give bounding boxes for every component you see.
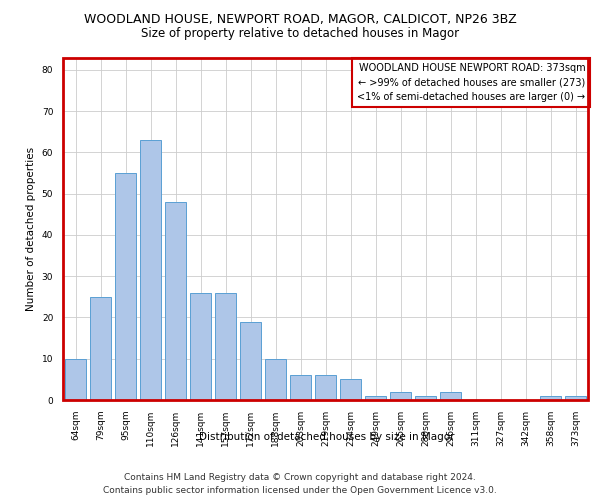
Bar [315,375,336,400]
Bar [215,292,236,400]
Bar [190,292,211,400]
Bar [90,297,111,400]
Bar [165,202,186,400]
Bar [290,375,311,400]
Y-axis label: Number of detached properties: Number of detached properties [26,146,36,311]
Bar [540,396,561,400]
Bar [365,396,386,400]
Bar [415,396,436,400]
Text: WOODLAND HOUSE NEWPORT ROAD: 373sqm
← >99% of detached houses are smaller (273)
: WOODLAND HOUSE NEWPORT ROAD: 373sqm ← >9… [357,62,586,102]
Text: Size of property relative to detached houses in Magor: Size of property relative to detached ho… [141,28,459,40]
Bar [440,392,461,400]
Bar [390,392,411,400]
Text: Contains HM Land Registry data © Crown copyright and database right 2024.
Contai: Contains HM Land Registry data © Crown c… [103,473,497,495]
Bar [115,173,136,400]
Text: Distribution of detached houses by size in Magor: Distribution of detached houses by size … [199,432,455,442]
Bar [140,140,161,400]
Text: WOODLAND HOUSE, NEWPORT ROAD, MAGOR, CALDICOT, NP26 3BZ: WOODLAND HOUSE, NEWPORT ROAD, MAGOR, CAL… [83,12,517,26]
Bar [65,358,86,400]
Bar [240,322,261,400]
Bar [565,396,586,400]
Bar [265,358,286,400]
Bar [340,380,361,400]
